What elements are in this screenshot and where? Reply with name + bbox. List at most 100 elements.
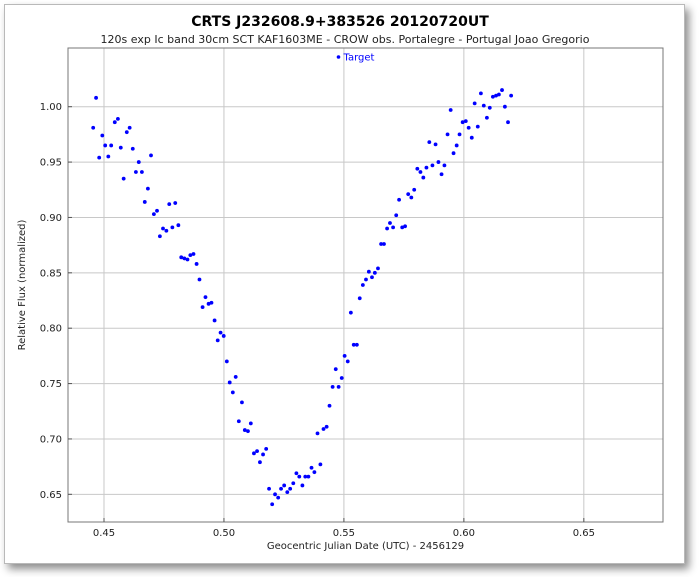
data-point — [484, 115, 489, 120]
data-point — [297, 474, 302, 479]
data-point — [330, 384, 335, 389]
data-point — [179, 255, 184, 260]
data-point — [448, 108, 453, 112]
data-point — [436, 160, 441, 164]
data-point — [261, 452, 265, 457]
data-point — [500, 88, 504, 92]
y-tick-label: 0.75 — [40, 379, 62, 390]
data-point — [191, 252, 196, 256]
data-point — [336, 384, 341, 389]
data-point — [451, 151, 456, 156]
data-point — [433, 142, 438, 147]
data-point — [252, 451, 256, 456]
data-point — [466, 125, 471, 130]
y-tick-label: 0.95 — [40, 158, 62, 169]
data-point — [258, 460, 262, 465]
data-point — [406, 192, 411, 197]
data-point — [415, 166, 420, 171]
y-tick-label: 1.00 — [40, 102, 62, 113]
data-point — [133, 170, 138, 174]
data-point — [279, 486, 283, 491]
x-tick-label: 0.45 — [93, 528, 115, 539]
data-point — [182, 256, 187, 261]
data-point — [124, 130, 129, 135]
data-point — [509, 93, 514, 98]
data-point — [379, 242, 383, 246]
data-point — [370, 275, 374, 280]
plot-area — [67, 47, 664, 523]
data-point — [400, 225, 405, 230]
data-point — [109, 143, 114, 148]
data-point — [197, 277, 202, 282]
data-point — [345, 359, 350, 364]
data-point — [276, 495, 281, 500]
data-point — [324, 424, 329, 429]
data-point — [312, 470, 317, 475]
data-point — [294, 471, 299, 476]
data-point — [273, 492, 277, 497]
data-point — [233, 375, 238, 379]
data-point — [300, 483, 305, 488]
data-point — [460, 120, 465, 125]
data-point — [94, 95, 98, 100]
x-tick-label: 0.65 — [573, 528, 595, 539]
data-point — [418, 170, 423, 174]
data-point — [173, 201, 178, 205]
data-point — [209, 300, 214, 305]
data-point — [230, 390, 235, 395]
data-point — [427, 140, 432, 145]
data-point — [170, 225, 175, 230]
legend-label: Target — [343, 53, 375, 64]
data-point — [351, 342, 356, 347]
data-point — [454, 143, 459, 148]
data-point — [354, 342, 359, 347]
data-point — [342, 353, 347, 358]
data-point — [91, 125, 96, 130]
data-point — [348, 310, 353, 315]
data-point — [185, 257, 190, 262]
x-tick-label: 0.50 — [213, 528, 235, 539]
data-point — [157, 234, 162, 239]
data-point — [139, 170, 144, 174]
data-point — [372, 270, 377, 275]
data-point — [100, 133, 105, 138]
data-point — [224, 359, 229, 364]
data-point — [118, 145, 123, 150]
scatter-chart: CRTS J232608.9+383526 20120720UT 120s ex… — [17, 14, 664, 552]
data-point — [248, 421, 253, 426]
legend: Target — [336, 53, 375, 64]
data-point — [176, 223, 181, 228]
data-point — [490, 94, 495, 99]
data-point — [397, 197, 401, 202]
y-axis-label: Relative Flux (normalized) — [17, 219, 28, 350]
data-point — [479, 91, 483, 96]
data-point — [472, 101, 477, 106]
data-point — [321, 427, 326, 431]
chart-subtitle: 120s exp Ic band 30cm SCT KAF1603ME - CR… — [101, 33, 590, 46]
data-point — [270, 502, 275, 507]
data-point — [288, 486, 293, 491]
x-tick-label: 0.60 — [453, 528, 475, 539]
data-point — [309, 465, 314, 470]
data-point — [136, 160, 141, 164]
data-point — [327, 403, 332, 408]
data-point — [255, 449, 259, 454]
chart-title: CRTS J232608.9+383526 20120720UT — [191, 14, 489, 30]
data-point — [487, 105, 492, 110]
data-point — [385, 226, 389, 231]
data-point — [221, 334, 226, 338]
data-point — [227, 380, 232, 385]
data-point — [103, 143, 108, 148]
data-point — [506, 120, 510, 125]
data-point — [267, 486, 271, 491]
data-point — [388, 221, 392, 225]
data-point — [494, 93, 498, 98]
data-point — [188, 253, 193, 257]
data-point — [215, 338, 220, 343]
data-point — [145, 186, 150, 191]
data-point — [200, 305, 205, 310]
data-point — [142, 200, 147, 204]
data-point — [218, 330, 223, 335]
data-point — [306, 474, 311, 479]
data-point — [246, 429, 250, 434]
